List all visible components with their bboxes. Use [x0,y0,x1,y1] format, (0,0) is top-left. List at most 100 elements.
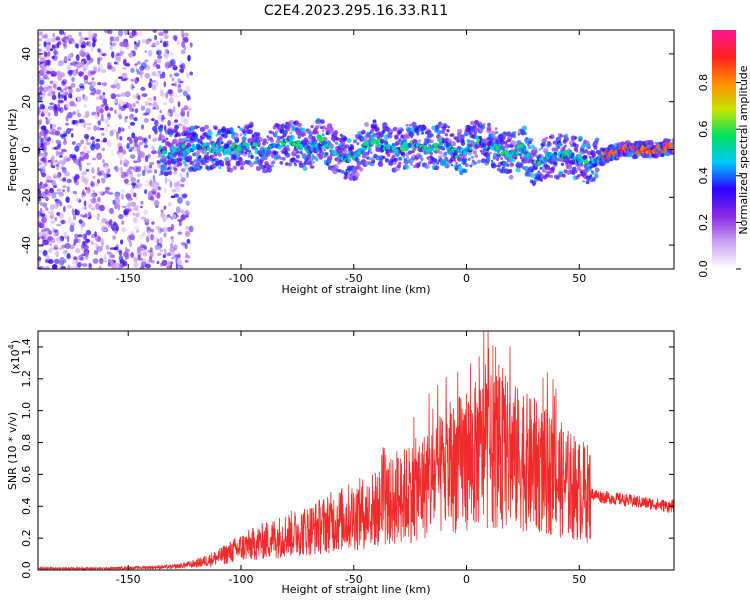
spectrogram-noise-mark [175,206,181,214]
spectrogram-noise-mark [38,266,43,269]
spectrogram-noise-mark [41,216,47,224]
spectrogram-track-mark [161,166,167,172]
spectrogram-noise-mark [51,155,55,161]
spectrogram-noise-mark [186,111,190,118]
spectrogram-noise-mark [128,52,134,58]
spectrogram-track-mark [487,122,491,127]
spectrogram-track-mark [271,164,275,168]
spectrogram-noise-mark [184,230,191,237]
spectrogram-noise-mark [159,88,164,93]
spectrogram-noise-mark [136,70,141,75]
spectrogram-track-mark [443,123,448,129]
spectrogram-noise-mark [151,118,155,122]
spectrogram-noise-mark [107,258,111,266]
spectrogram-noise-mark [87,263,90,266]
spectrogram-track-mark [434,165,440,171]
spectrogram-noise-mark [101,147,105,152]
spectrogram-track-mark [285,152,291,158]
spectrogram-track-mark [518,140,522,144]
spectrogram-noise-mark [81,194,86,199]
spectrogram-noise-mark [46,119,51,123]
spectrogram-noise-mark [116,249,123,253]
spectrogram-track-mark [442,148,446,151]
spectrogram-noise-mark [39,94,42,98]
spectrogram-noise-mark [130,83,135,91]
spectrogram-noise-mark [113,61,118,65]
spectrogram-noise-mark [92,41,96,48]
spectrogram-peak-mark [401,149,405,153]
spectrogram-noise-mark [147,250,153,253]
spectrogram-noise-mark [108,219,113,226]
spectrogram-track-mark [400,151,405,156]
spectrogram-track-mark [181,168,186,173]
spectrogram-track-mark [257,136,263,143]
spectrogram-noise-mark [147,102,152,107]
spectrogram-noise-mark [91,233,96,239]
spectrogram-noise-mark [73,176,78,183]
spectrogram-noise-mark [177,84,182,88]
spectrogram-track-mark [416,132,420,136]
spectrogram-track-mark [530,168,535,173]
spectrogram-track-mark [206,159,210,162]
spectrogram-noise-mark [116,225,119,232]
spectrogram-track-mark [189,125,195,132]
spectrogram-noise-mark [51,44,56,49]
spectrogram-noise-mark [167,89,173,95]
ytick-label: 40 [20,47,33,61]
spectrogram-noise-mark [68,73,73,77]
spectrogram-noise-mark [73,160,78,164]
spectrogram-noise-mark [104,187,111,190]
spectrogram-noise-mark [101,177,105,182]
spectrogram-noise-mark [189,42,193,48]
spectrogram-noise-mark [128,149,133,152]
spectrogram-track-mark [560,162,565,166]
spectrogram-noise-mark [140,205,143,209]
spectrogram-track-mark [343,136,348,141]
ytick-label: -40 [20,236,33,254]
spectrogram-noise-mark [162,254,167,259]
spectrogram-noise-mark [39,79,45,85]
spectrogram-noise-mark [168,178,171,182]
spectrogram-track-mark [162,139,167,143]
spectrogram-track-mark [426,130,432,136]
spectrogram-noise-mark [94,143,101,150]
spectrogram-track-mark [527,143,530,147]
spectrogram-noise-mark [78,119,82,124]
spectrogram-noise-mark [103,172,109,179]
spectrogram-track-mark [467,139,471,143]
spectrogram-noise-mark [101,217,107,224]
spectrogram-noise-mark [92,32,97,37]
spectrogram-noise-mark [99,108,104,114]
spectrogram-noise-mark [179,220,182,227]
spectrogram-track-mark [233,132,237,136]
spectrogram-noise-mark [78,161,82,168]
spectrogram-track-mark [337,161,341,165]
spectrogram-noise-mark [135,212,140,218]
spectrogram-noise-mark [50,123,53,129]
spectrogram-noise-mark [149,161,155,166]
spectrogram-track-mark [218,165,222,170]
spectrogram-noise-mark [170,223,175,231]
spectrogram-noise-mark [94,113,99,119]
spectrogram-noise-mark [132,50,136,57]
spectrogram-noise-mark [75,158,81,166]
spectrogram-track-mark [410,136,413,139]
spectrogram-noise-mark [121,150,127,155]
spectrogram-noise-mark [53,48,57,56]
spectrogram-track-mark [349,151,355,157]
spectrogram-noise-mark [45,37,52,43]
spectrogram-track-mark [195,150,200,156]
spectrogram-noise-mark [106,251,112,255]
spectrogram-noise-mark [83,145,87,152]
spectrogram-track-mark [244,151,248,155]
spectrogram-noise-mark [130,154,136,160]
spectrogram-noise-mark [73,119,79,124]
spectrogram-noise-mark [54,146,59,150]
spectrogram-noise-mark [62,189,66,192]
spectrogram-noise-mark [130,67,135,73]
spectrogram-noise-mark [136,179,140,183]
spectrogram-noise-mark [180,241,187,246]
spectrogram-noise-mark [108,191,111,195]
spectrogram-noise-mark [121,67,128,70]
spectrogram-noise-mark [62,140,68,146]
